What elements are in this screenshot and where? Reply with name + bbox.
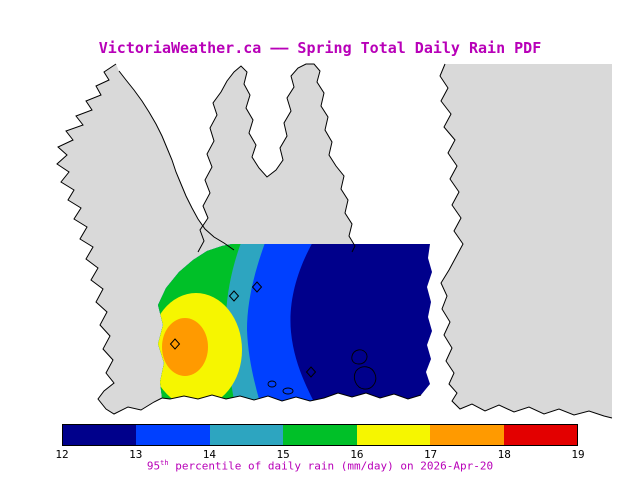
contour-band-17-18 (162, 318, 208, 376)
station-marker-diamond (169, 338, 181, 350)
colorbar-tick-label: 12 (55, 448, 69, 461)
colorbar-tick-label: 16 (350, 448, 364, 461)
page-title: VictoriaWeather.ca —— Spring Total Daily… (98, 39, 542, 57)
coastline-peninsula (197, 63, 356, 253)
caption-superscript: th (160, 459, 169, 467)
coastline-west (56, 63, 163, 415)
colorbar-segment (503, 425, 577, 445)
colorbar-segment (136, 425, 210, 445)
station-marker-diamond (228, 290, 240, 302)
landmass-east (440, 64, 612, 418)
colorbar-tick-label: 14 (202, 448, 217, 461)
colorbar-caption: 95th percentile of daily rain (mm/day) o… (0, 459, 640, 473)
colorbar-tick-label: 15 (276, 448, 290, 461)
coastline-strait-shore (161, 392, 422, 402)
island-outline (351, 349, 368, 365)
colorbar-segment (356, 425, 431, 445)
colorbar-segment (283, 425, 357, 445)
colorbar-tick-labels: 12 13 14 15 16 17 18 19 (0, 448, 640, 461)
landmass-west (57, 64, 234, 414)
colorbar-segment (209, 425, 284, 445)
island-outline (282, 387, 294, 395)
island-outline (267, 380, 277, 388)
colorbar-segment (430, 425, 504, 445)
landmass-peninsula (198, 64, 355, 252)
colorbar-tick-label: 19 (571, 448, 585, 461)
colorbar-tick-label: 18 (497, 448, 511, 461)
colorbar (62, 424, 578, 446)
colorbar-segment (63, 425, 137, 445)
colorbar-tick-label: 13 (129, 448, 143, 461)
station-marker-diamond (305, 366, 317, 378)
caption-text: percentile of daily rain (mm/day) on 202… (168, 459, 494, 473)
station-marker-diamond (251, 281, 263, 293)
island-outline (353, 366, 377, 390)
caption-number: 95 (146, 459, 161, 473)
colorbar-tick-label: 17 (423, 448, 438, 461)
coastline-east (439, 63, 613, 419)
coastline-inlet (118, 70, 235, 251)
